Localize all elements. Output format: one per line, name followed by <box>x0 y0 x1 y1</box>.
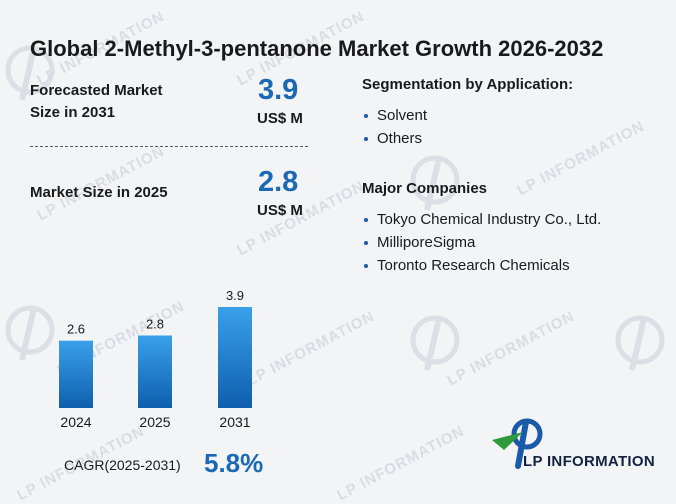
forecast-label-line2: Size in 2031 <box>30 104 116 121</box>
company-item: MilliporeSigma <box>362 231 601 254</box>
cagr-label: CAGR(2025-2031) <box>64 457 181 473</box>
segmentation-item: Others <box>362 127 427 150</box>
segmentation-list: Solvent Others <box>362 104 427 150</box>
divider <box>30 146 308 147</box>
forecast-label: Forecasted Market Size in 2031 <box>30 80 163 124</box>
companies-list: Tokyo Chemical Industry Co., Ltd. Millip… <box>362 208 601 277</box>
forecast-unit: US$ M <box>257 110 303 127</box>
cagr-value: 5.8% <box>204 448 264 478</box>
companies-heading: Major Companies <box>362 180 488 197</box>
forecast-value: 3.9 <box>258 74 299 106</box>
company-item: Tokyo Chemical Industry Co., Ltd. <box>362 208 601 231</box>
tick-label-2024: 2024 <box>60 414 91 430</box>
segmentation-heading: Segmentation by Application: <box>362 76 574 93</box>
tick-label-2031: 2031 <box>219 414 250 430</box>
lp-logo-icon <box>492 418 543 469</box>
brand-name: LP INFORMATION <box>523 453 655 470</box>
data-label-2024: 2.6 <box>67 322 85 337</box>
data-label-2031: 3.9 <box>226 288 244 303</box>
current-unit: US$ M <box>257 202 303 219</box>
data-label-2025: 2.8 <box>146 316 164 331</box>
current-label: Market Size in 2025 <box>30 184 168 201</box>
company-item: Toronto Research Chemicals <box>362 254 601 277</box>
page-title: Global 2-Methyl-3-pentanone Market Growt… <box>30 36 604 61</box>
segmentation-item: Solvent <box>362 104 427 127</box>
bar-2025 <box>138 335 172 408</box>
bar-2031 <box>218 307 252 408</box>
bar-2024 <box>59 340 93 408</box>
forecast-label-line1: Forecasted Market <box>30 82 163 99</box>
current-value: 2.8 <box>258 166 299 198</box>
tick-label-2025: 2025 <box>139 414 170 430</box>
